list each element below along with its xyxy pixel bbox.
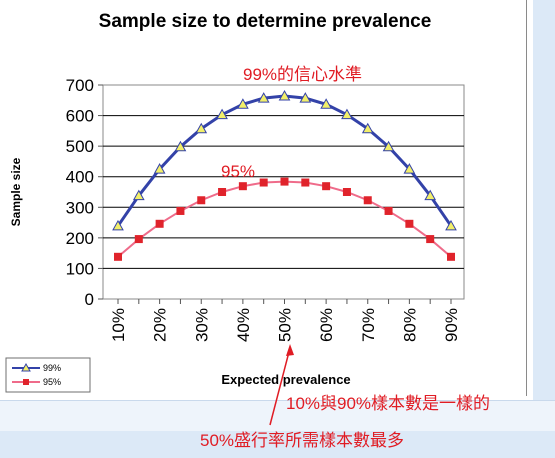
data-point-99%-80%	[403, 163, 416, 174]
data-point-95%-60%	[322, 182, 331, 191]
data-point-99%-55%	[299, 92, 312, 103]
data-point-95%-90%	[447, 252, 455, 261]
data-point-99%-15%	[132, 189, 145, 201]
y-tick-label: 500	[66, 137, 94, 156]
data-point-95%-85%	[426, 235, 435, 244]
data-point-95%-45%	[259, 178, 268, 187]
legend: 99% 95%	[5, 357, 91, 393]
data-point-99%-25%	[174, 140, 187, 152]
data-point-99%-20%	[153, 163, 166, 174]
x-tick-label: 50%	[276, 308, 295, 342]
data-point-95%-10%	[114, 252, 122, 261]
data-point-95%-80%	[405, 219, 414, 228]
y-tick-label: 400	[66, 168, 94, 187]
data-point-95%-35%	[218, 188, 227, 196]
annotation-same-sample: 10%與90%樣本數是一樣的	[286, 394, 490, 413]
x-tick-label: 30%	[192, 308, 211, 342]
data-point-95%-15%	[134, 235, 143, 244]
data-point-99%-70%	[361, 122, 374, 134]
plot-area	[102, 84, 465, 300]
data-point-99%-40%	[237, 98, 249, 109]
annotation-99-confidence: 99%的信心水準	[243, 65, 362, 84]
y-tick-label: 300	[66, 198, 94, 217]
y-axis-ticks: 0 100 200 300 400 500 600 700	[66, 76, 103, 309]
data-point-99%-10%	[112, 219, 124, 231]
x-tick-label: 90%	[442, 308, 461, 342]
y-tick-label: 100	[66, 259, 94, 278]
data-point-99%-35%	[216, 108, 228, 120]
data-point-95%-70%	[363, 196, 372, 205]
y-tick-label: 0	[85, 290, 94, 309]
y-tick-label: 700	[66, 76, 94, 95]
data-point-95%-50%	[280, 177, 289, 186]
data-point-95%-55%	[301, 178, 310, 187]
x-axis-label: Expected prevalence	[221, 372, 350, 387]
data-point-95%-25%	[176, 206, 185, 215]
annotation-95-confidence: 95%	[221, 162, 255, 181]
right-margin-band	[533, 0, 555, 400]
data-point-99%-85%	[424, 189, 437, 201]
data-point-95%-40%	[238, 182, 247, 191]
gridlines	[103, 115, 464, 269]
y-tick-label: 600	[66, 107, 94, 126]
bottom-strip	[0, 400, 555, 431]
x-axis-ticks: 10% 20% 30% 40% 50% 60% 70% 80% 90%	[109, 299, 461, 342]
x-tick-label: 60%	[317, 308, 336, 342]
data-point-99%-50%	[278, 89, 291, 101]
chart-page-frame	[526, 0, 527, 396]
annotation-pointer-line	[269, 347, 291, 426]
legend-label-95: 95%	[43, 377, 61, 387]
data-point-95%-20%	[155, 219, 164, 228]
legend-label-99: 99%	[43, 363, 61, 373]
data-point-99%-60%	[320, 98, 332, 109]
legend-box	[5, 357, 91, 393]
x-tick-label: 10%	[109, 308, 128, 342]
annotation-max-sample: 50%盛行率所需樣本數最多	[200, 431, 404, 450]
x-tick-label: 40%	[234, 308, 253, 342]
x-tick-label: 20%	[151, 308, 170, 342]
data-point-95%-65%	[342, 188, 351, 196]
annotation-pointer-arrowhead	[286, 344, 294, 356]
data-point-99%-65%	[341, 108, 353, 120]
data-point-99%-45%	[257, 92, 270, 103]
data-point-95%-75%	[384, 206, 393, 215]
chart-title: Sample size to determine prevalence	[99, 11, 432, 32]
data-point-99%-75%	[382, 140, 395, 152]
data-point-99%-30%	[195, 122, 208, 134]
y-tick-label: 200	[66, 229, 94, 248]
x-tick-label: 80%	[400, 308, 419, 342]
series-markers	[112, 89, 457, 261]
legend-marker-99	[21, 362, 31, 372]
data-point-95%-30%	[197, 196, 206, 205]
y-axis-label: Sample size	[9, 157, 23, 226]
legend-marker-95	[23, 379, 29, 385]
x-tick-label: 70%	[359, 308, 378, 342]
data-point-99%-90%	[445, 219, 457, 231]
